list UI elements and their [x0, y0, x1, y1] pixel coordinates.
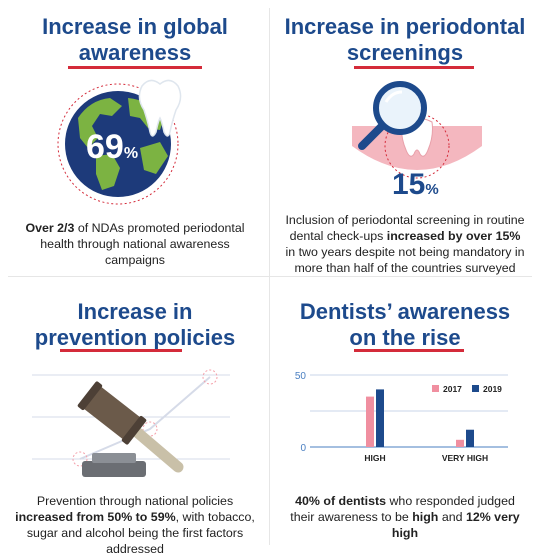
- y-tick-label: 50: [295, 371, 307, 382]
- legend-swatch-2017: [432, 385, 439, 392]
- horizontal-divider: [8, 276, 532, 277]
- panel-title: Dentists’ awareness on the rise: [270, 299, 540, 351]
- desc-bold: increased by over 15%: [386, 229, 521, 243]
- title-line-1: Dentists’ awareness: [299, 299, 511, 324]
- panel-description: Over 2/3 of NDAs promoted periodontal he…: [0, 220, 270, 268]
- desc-post: in two years despite not being mandatory…: [285, 245, 525, 275]
- title-line-2: screenings: [346, 40, 464, 65]
- gavel-illustration: [32, 369, 230, 477]
- panel-dentists-awareness: Dentists’ awareness on the rise 0 50 HIGH V…: [270, 277, 540, 553]
- title-line-2: awareness: [78, 40, 192, 65]
- desc-mid: who responded judged their awareness to …: [290, 494, 515, 524]
- legend-label-2017: 2017: [443, 384, 462, 394]
- bar-2019-very-high: [466, 429, 474, 447]
- title-line-1: Increase in periodontal: [284, 14, 526, 39]
- stat-unit: %: [425, 181, 439, 198]
- magnifier-icon: [358, 81, 427, 150]
- legend-swatch-2019: [472, 385, 479, 392]
- screening-illustration: [352, 81, 482, 179]
- y-tick-label: 0: [300, 443, 306, 454]
- panel-title: Increase in prevention policies: [0, 299, 270, 351]
- desc-post: , with tobacco, sugar and alcohol being …: [26, 510, 255, 553]
- title-underline: [60, 349, 182, 352]
- panel-global-awareness: Increase in global awareness 69% Over 2/…: [0, 0, 270, 276]
- desc-bold: Over 2/3: [25, 221, 75, 235]
- title-line-2: on the rise: [349, 325, 461, 350]
- stat-number: 69: [86, 128, 124, 166]
- x-tick-label: VERY HIGH: [442, 453, 488, 463]
- panel-title: Increase in global awareness: [0, 14, 270, 66]
- stat-69-percent: 69%: [86, 128, 138, 167]
- title-underline: [354, 66, 474, 69]
- globe-illustration: [57, 79, 182, 205]
- desc-pre: Inclusion of periodontal screening in ro…: [285, 213, 525, 243]
- desc-bold-1: 40% of dentists: [295, 494, 387, 508]
- title-line-2: prevention policies: [34, 325, 236, 350]
- panel-prevention-policies: Increase in prevention policies Preventi…: [0, 277, 270, 553]
- stat-unit: %: [123, 145, 139, 162]
- desc-bold: increased from 50% to 59%: [15, 510, 176, 524]
- title-underline: [68, 66, 202, 69]
- panel-description: 40% of dentists who responded judged the…: [270, 493, 540, 541]
- tooth-icon: [138, 79, 182, 137]
- panel-description: Prevention through national policies inc…: [0, 493, 270, 553]
- bar-2019-high: [376, 389, 384, 447]
- panel-description: Inclusion of periodontal screening in ro…: [270, 212, 540, 276]
- desc-bold-3: 12% very high: [391, 510, 520, 540]
- desc-rest: of NDAs promoted periodontal health thro…: [40, 221, 245, 267]
- x-tick-label: HIGH: [364, 453, 385, 463]
- desc-and: and: [438, 510, 466, 524]
- stat-15-percent: 15%: [392, 168, 439, 202]
- desc-bold-2: high: [412, 510, 439, 524]
- bar-2017-high: [366, 396, 374, 447]
- title-line-1: Increase in global: [42, 14, 228, 39]
- gavel-icon: [77, 381, 184, 477]
- panel-title: Increase in periodontal screenings: [270, 14, 540, 66]
- panel-periodontal-screenings: Increase in periodontal screenings 15% I…: [270, 0, 540, 276]
- bar-2017-very-high: [456, 439, 464, 447]
- legend-label-2019: 2019: [483, 384, 502, 394]
- awareness-bar-chart: 0 50 HIGH VERY HIGH 2017 2019: [295, 371, 508, 463]
- title-line-1: Increase in: [77, 299, 193, 324]
- stat-number: 15: [392, 168, 426, 201]
- desc-pre: Prevention through national policies: [36, 494, 234, 508]
- title-underline: [354, 349, 464, 352]
